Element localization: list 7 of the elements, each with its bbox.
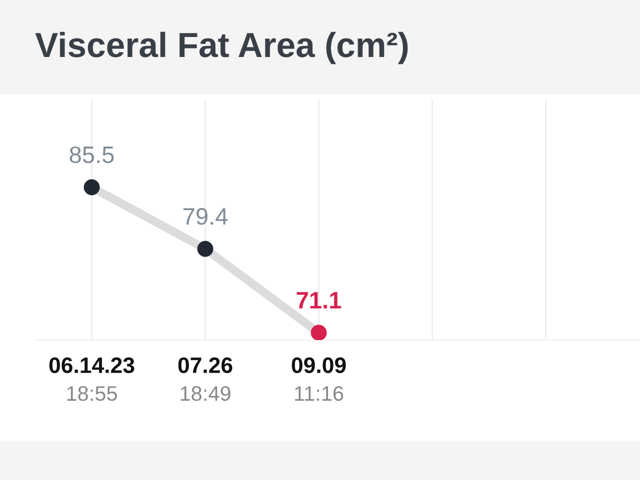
data-label: 85.5 — [70, 146, 114, 164]
chart-title: Visceral Fat Area (cm²) — [35, 32, 408, 64]
x-tick-label: 06.14.23 18:55 — [49, 357, 134, 401]
x-tick-label: 07.26 18:49 — [178, 357, 232, 401]
data-label: 79.4 — [184, 208, 228, 225]
data-label: 71.1 — [296, 292, 342, 308]
x-tick-label: 09.09 11:16 — [292, 357, 346, 401]
